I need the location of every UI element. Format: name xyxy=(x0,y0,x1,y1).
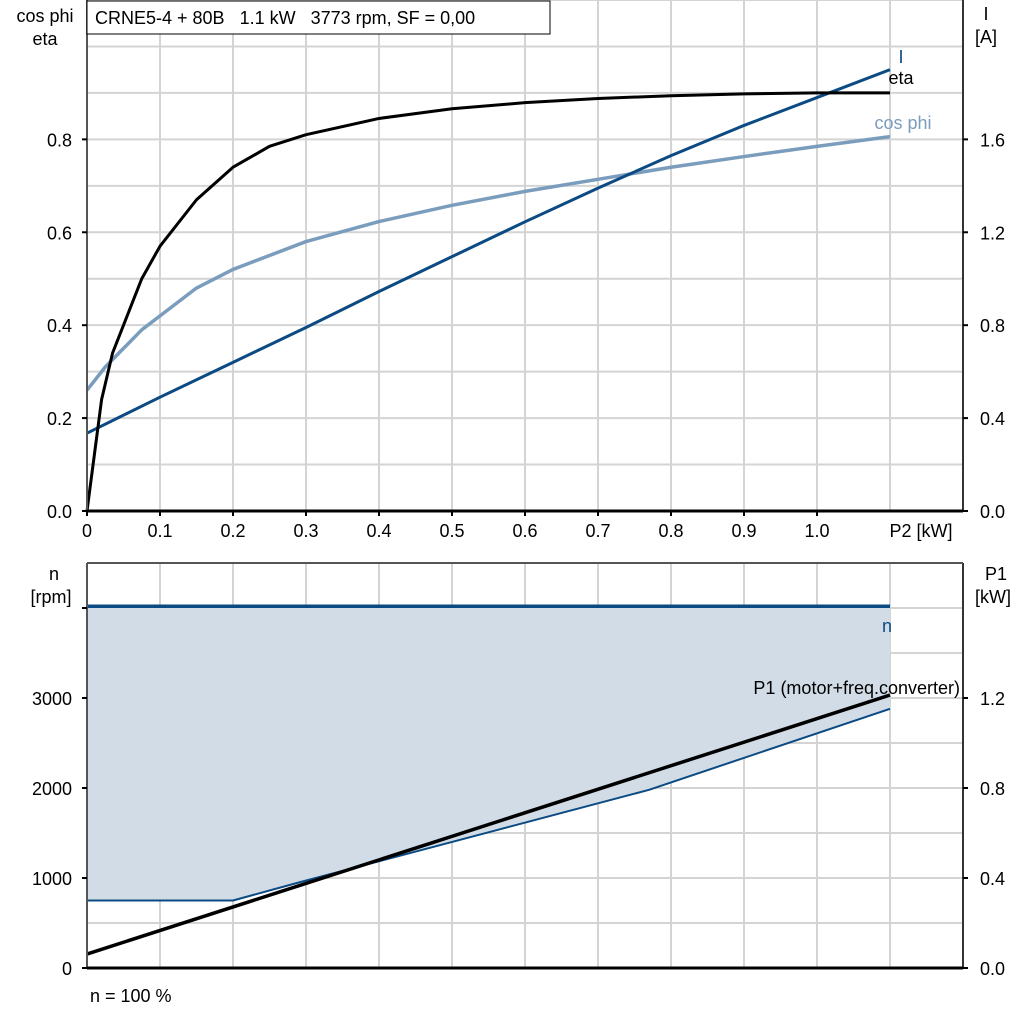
x-axis-label: P2 [kW] xyxy=(889,521,952,541)
right-axis-label-i: I xyxy=(983,4,988,24)
y-left-tick-label: 1000 xyxy=(32,869,72,889)
y-left-tick-label: 0.0 xyxy=(47,502,72,522)
series-line-eta xyxy=(85,91,890,512)
y-left-tick-label: 0.2 xyxy=(47,409,72,429)
x-tick-label: 0 xyxy=(82,521,92,541)
speed-range-area xyxy=(87,606,890,901)
title-box xyxy=(86,0,551,35)
bottom-left-axis-label-n: n xyxy=(49,564,59,584)
top-grid xyxy=(87,0,963,511)
y-right-tick-label: 0.4 xyxy=(980,869,1005,889)
y-right-tick-label: 0.8 xyxy=(980,316,1005,336)
x-tick-label: 1.0 xyxy=(804,521,829,541)
series-layer xyxy=(85,68,891,956)
x-tick-label: 0.2 xyxy=(220,521,245,541)
series-line-current xyxy=(86,68,891,435)
x-tick-label: 0.5 xyxy=(439,521,464,541)
series-label-cos-phi: cos phi xyxy=(874,113,931,133)
x-tick-label: 0.7 xyxy=(585,521,610,541)
bottom-right-axis-label-kw: [kW] xyxy=(975,587,1011,607)
y-right-tick-label: 1.2 xyxy=(980,689,1005,709)
bottom-left-axis-label-rpm: [rpm] xyxy=(30,587,71,607)
y-right-tick-label: 1.2 xyxy=(980,223,1005,243)
series-label-eta: eta xyxy=(888,68,914,88)
y-left-tick-label: 0.8 xyxy=(47,130,72,150)
y-left-tick-label: 3000 xyxy=(32,689,72,709)
footnote-speed: n = 100 % xyxy=(90,986,172,1006)
y-left-tick-label: 0 xyxy=(62,959,72,979)
y-right-tick-label: 0.4 xyxy=(980,409,1005,429)
x-tick-label: 0.1 xyxy=(147,521,172,541)
x-tick-label: 0.3 xyxy=(293,521,318,541)
left-axis-label-eta: eta xyxy=(32,29,58,49)
y-right-tick-label: 0.0 xyxy=(980,502,1005,522)
series-label-i: I xyxy=(898,47,903,67)
series-label-n: n xyxy=(882,616,892,636)
y-right-tick-label: 0.8 xyxy=(980,779,1005,799)
series-line-n-min xyxy=(87,707,891,902)
y-left-tick-label: 0.6 xyxy=(47,223,72,243)
x-tick-label: 0.8 xyxy=(658,521,683,541)
right-axis-label-a: [A] xyxy=(975,27,997,47)
bottom-right-axis-label-p1: P1 xyxy=(985,564,1007,584)
left-axis-label-cosphi: cos phi xyxy=(16,6,73,26)
chart-title: CRNE5-4 + 80B 1.1 kW 3773 rpm, SF = 0,00 xyxy=(95,8,475,28)
series-line-cos-phi xyxy=(85,134,891,392)
y-left-tick-label: 0.4 xyxy=(47,316,72,336)
y-left-tick-label: 2000 xyxy=(32,779,72,799)
y-right-tick-label: 0.0 xyxy=(980,959,1005,979)
series-label-p1: P1 (motor+freq.converter) xyxy=(753,678,960,698)
x-tick-label: 0.6 xyxy=(512,521,537,541)
x-tick-label: 0.9 xyxy=(731,521,756,541)
axes: 0 0.1 0.2 0.3 0.4 0.5 0.6 0.7 0.8 0.9 1.0 0.0 0.2 0.4… xyxy=(32,0,1005,979)
y-right-tick-label: 1.6 xyxy=(980,130,1005,150)
series-line-p1 xyxy=(86,693,891,956)
x-tick-label: 0.4 xyxy=(366,521,391,541)
